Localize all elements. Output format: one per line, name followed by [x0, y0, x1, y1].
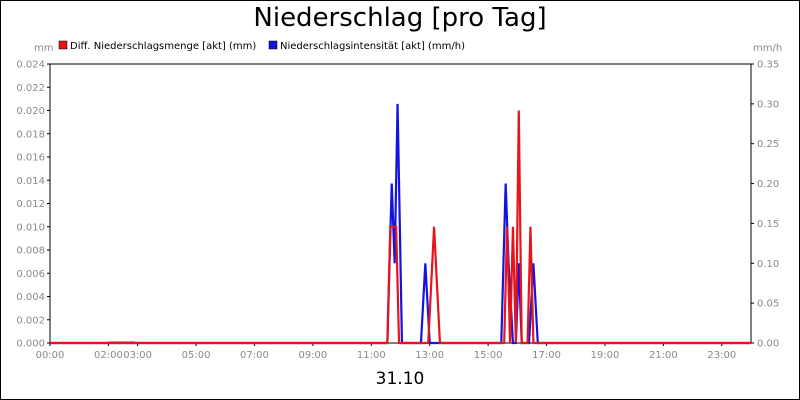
y-left-tick-label: 0.002 — [16, 315, 45, 326]
y-right-tick-label: 0.15 — [757, 219, 779, 230]
x-tick-label: 09:00 — [298, 350, 327, 361]
x-tick-label: 13:00 — [415, 350, 444, 361]
x-tick-label: 03:00 — [123, 350, 152, 361]
series-line-niederschlagsmenge — [50, 110, 751, 345]
legend-swatch — [58, 40, 68, 50]
y-left-unit: mm — [34, 43, 53, 54]
y-left-tick-label: 0.022 — [16, 83, 45, 94]
x-tick-label: 00:00 — [36, 350, 65, 361]
y-right-tick-label: 0.35 — [757, 60, 779, 71]
x-tick-label: 17:00 — [532, 350, 561, 361]
y-right-tick-label: 0.20 — [757, 179, 779, 190]
x-tick-label: 05:00 — [182, 350, 211, 361]
x-tick-label: 07:00 — [240, 350, 269, 361]
y-left-tick-label: 0.004 — [16, 292, 45, 303]
y-left-tick-label: 0.014 — [16, 176, 45, 187]
legend-label: Niederschlagsintensität [akt] (mm/h) — [280, 41, 465, 52]
chart-title: Niederschlag [pro Tag] — [253, 3, 547, 33]
y-left-tick-label: 0.000 — [16, 339, 45, 350]
y-left-tick-label: 0.024 — [16, 60, 45, 71]
y-left-tick-label: 0.006 — [16, 269, 45, 280]
y-right-tick-label: 0.25 — [757, 139, 779, 150]
y-left-tick-label: 0.018 — [16, 129, 45, 140]
x-tick-label: 11:00 — [357, 350, 386, 361]
y-right-unit: mm/h — [753, 43, 782, 54]
x-tick-label: 23:00 — [707, 350, 736, 361]
legend-swatch — [268, 40, 278, 50]
y-right-tick-label: 0.00 — [757, 339, 779, 350]
y-right-tick-label: 0.05 — [757, 299, 779, 310]
date-label: 31.10 — [375, 369, 425, 389]
x-tick-label: 21:00 — [649, 350, 678, 361]
x-tick-label: 02:00 — [94, 350, 123, 361]
x-tick-label: 15:00 — [474, 350, 503, 361]
x-tick-label: 19:00 — [591, 350, 620, 361]
y-left-tick-label: 0.016 — [16, 153, 45, 164]
y-right-tick-label: 0.10 — [757, 259, 779, 270]
legend-label: Diff. Niederschlagsmenge [akt] (mm) — [70, 41, 256, 52]
y-left-tick-label: 0.020 — [16, 106, 45, 117]
y-left-tick-label: 0.010 — [16, 222, 45, 233]
y-left-tick-label: 0.008 — [16, 246, 45, 257]
y-right-tick-label: 0.30 — [757, 99, 779, 110]
y-left-tick-label: 0.012 — [16, 199, 45, 210]
